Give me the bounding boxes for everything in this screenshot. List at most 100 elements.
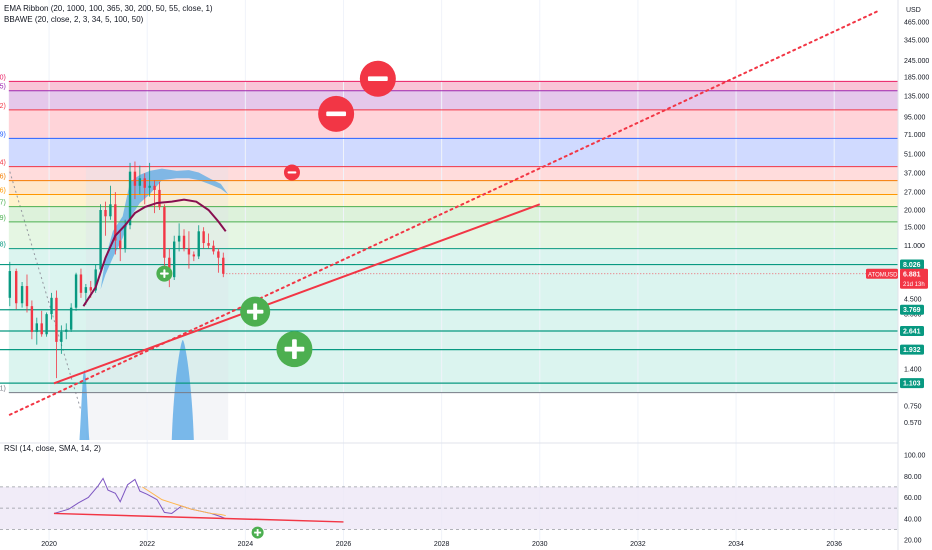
candle-body <box>202 231 205 244</box>
candle-body <box>187 248 191 255</box>
current-price-badge[interactable] <box>900 268 928 289</box>
candle <box>35 317 39 345</box>
ema-ribbon-legend[interactable]: EMA Ribbon (20, 1000, 100, 365, 30, 200,… <box>4 4 213 13</box>
candle-body <box>133 171 137 186</box>
candle-body <box>177 235 181 242</box>
level-badge-text: 1.932 <box>903 347 921 354</box>
candle-body <box>25 286 29 307</box>
plus-marker-icon[interactable] <box>276 331 313 368</box>
candle-body <box>69 307 73 330</box>
candle-body <box>114 204 117 241</box>
plus-marker-icon[interactable] <box>240 296 271 327</box>
fib-label-0.5: 0.5 (21.147) <box>0 200 6 207</box>
candle <box>207 233 210 249</box>
minus-marker-icon[interactable] <box>318 95 355 132</box>
candle <box>222 252 225 278</box>
fib-label-0.236: 0.236 (10.478) <box>0 242 6 249</box>
level-badge[interactable] <box>900 304 924 315</box>
candle <box>163 204 166 273</box>
price-tick: 135.000 <box>904 93 929 100</box>
candle <box>65 323 68 340</box>
candle-body <box>173 241 176 278</box>
candle-body <box>50 297 53 315</box>
price-tick: 0.750 <box>904 404 922 411</box>
fib-zone-7 <box>8 206 899 222</box>
candle-body <box>207 243 210 246</box>
time-tick: 2024 <box>238 541 254 548</box>
fib-label-1.618: 1.618 (66.329) <box>0 131 6 138</box>
candle-body <box>182 235 186 249</box>
fib-zone-6 <box>8 194 899 207</box>
time-tick: 2036 <box>826 541 842 548</box>
time-tick: 2026 <box>336 541 352 548</box>
candle <box>153 180 156 214</box>
plus-glyph-v <box>253 303 258 320</box>
fib-zone-1 <box>8 90 899 110</box>
candle <box>109 185 112 220</box>
candle <box>69 303 73 332</box>
rsi-band <box>0 486 898 530</box>
ema-dark-line <box>82 198 227 307</box>
candle-body <box>217 251 220 258</box>
plus-glyph-v <box>292 339 297 359</box>
rsi-legend[interactable]: RSI (14, close, SMA, 14, 2) <box>4 444 101 453</box>
rsi-tick: 80.00 <box>904 474 922 481</box>
dotted-trendline[interactable] <box>8 9 880 416</box>
candle-body <box>153 185 156 190</box>
rsi-plus-marker-icon[interactable] <box>251 526 264 539</box>
minus-marker-icon[interactable] <box>359 60 396 97</box>
candle <box>197 225 200 260</box>
candle <box>114 192 117 255</box>
candle-body <box>89 287 92 291</box>
level-badge[interactable] <box>900 325 924 336</box>
bbawe-spike-0 <box>79 370 90 440</box>
price-tick: 27.000 <box>904 190 926 197</box>
bbawe-legend[interactable]: BBAWE (20, close, 2, 3, 34, 5, 100, 50) <box>4 15 144 24</box>
rsi-trendline[interactable] <box>53 512 344 523</box>
fib-zone-0 <box>8 81 899 91</box>
candle <box>74 272 78 311</box>
candle-body <box>14 271 18 304</box>
symbol-badge-text: ATOMUSD <box>868 272 898 278</box>
candle <box>173 235 176 280</box>
fib-zone-3 <box>8 138 899 167</box>
candle-body <box>119 240 122 249</box>
level-badge-text: 1.103 <box>903 381 921 388</box>
fib-zone-4 <box>8 166 899 181</box>
rsi-tick: 60.00 <box>904 495 922 502</box>
price-tick: 11.000 <box>904 243 925 250</box>
candle <box>119 231 122 262</box>
level-badge-text: 2.641 <box>903 328 921 335</box>
candle-body <box>30 306 34 332</box>
minus-marker-icon[interactable] <box>283 164 300 181</box>
candle-body <box>109 204 112 217</box>
level-badge[interactable] <box>900 378 924 389</box>
minus-glyph <box>367 76 388 82</box>
fib-label-0.786: 0.786 (32.706) <box>0 174 6 181</box>
support-trendline[interactable] <box>53 203 541 385</box>
candle-body <box>163 207 166 258</box>
candle-body <box>197 231 200 257</box>
price-tick: 185.000 <box>904 75 929 82</box>
candle <box>138 165 142 195</box>
candle-body <box>143 178 146 188</box>
candle <box>45 312 48 337</box>
level-badge[interactable] <box>900 259 924 270</box>
plus-marker-icon[interactable] <box>156 265 173 282</box>
price-tick: 95.000 <box>904 114 926 121</box>
bbawe-spike-1 <box>171 340 194 440</box>
candle <box>8 261 12 307</box>
candle-body <box>212 245 215 252</box>
candle <box>40 310 43 337</box>
rsi-tick: 100.00 <box>904 453 926 460</box>
level-badge-text: 8.026 <box>903 262 921 269</box>
price-tick: 71.000 <box>904 132 926 139</box>
candle-body <box>138 178 142 186</box>
level-badge[interactable] <box>900 344 924 355</box>
fib-label-1: 1 (41.354) <box>0 160 6 167</box>
candle-body <box>55 297 58 342</box>
fib-label-4.236: 4.236 (172.130) <box>0 74 6 81</box>
price-tick: 465.000 <box>904 20 929 27</box>
symbol-badge[interactable] <box>866 268 898 279</box>
